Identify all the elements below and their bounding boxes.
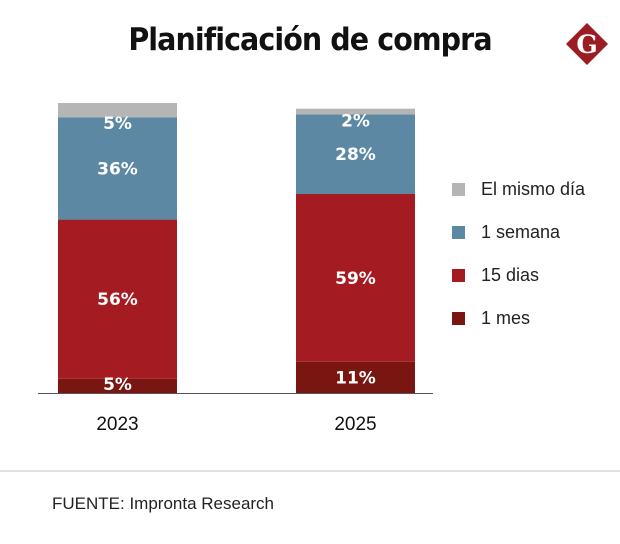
legend-swatch (452, 183, 465, 196)
x-tick-label: 2025 (334, 414, 376, 435)
bar-segment-el-mismo-día-2025 (296, 108, 415, 115)
legend-swatch (452, 226, 465, 239)
logo-letter: G (576, 30, 597, 59)
bar-segment-1-semana-2023 (58, 117, 177, 220)
legend-item: 1 mes (452, 297, 585, 340)
legend-item: 15 dias (452, 254, 585, 297)
bar-segment-1-mes-2025 (296, 361, 415, 393)
legend-label: 1 mes (481, 308, 531, 328)
bar-segment-1-mes-2023 (58, 378, 177, 393)
data-label: 5% (103, 375, 132, 395)
data-label: 2% (341, 111, 370, 131)
bar-segment-15-dias-2025 (296, 193, 415, 362)
bar-segment-15-dias-2023 (58, 219, 177, 379)
legend-label: 15 dias (481, 265, 540, 285)
legend: El mismo día 1 semana 15 dias 1 mes (452, 168, 585, 340)
chart-title: Planificación de compra (128, 22, 492, 58)
data-label: 5% (103, 114, 132, 134)
data-label: 36% (97, 159, 138, 179)
logo-icon: G (566, 23, 608, 65)
data-label: 59% (335, 269, 376, 289)
data-label: 11% (335, 368, 376, 388)
legend-swatch (452, 269, 465, 282)
legend-swatch (452, 312, 465, 325)
legend-item: El mismo día (452, 168, 585, 211)
bar-segment-el-mismo-día-2023 (58, 103, 177, 118)
x-tick-label: 2023 (96, 414, 138, 435)
logo-diamond (566, 23, 608, 65)
bar-segment-1-semana-2025 (296, 114, 415, 194)
legend-label: 1 semana (481, 222, 561, 242)
legend-item: 1 semana (452, 211, 585, 254)
source-note: FUENTE: Impronta Research (52, 494, 275, 513)
data-label: 28% (335, 145, 376, 165)
data-label: 56% (97, 290, 138, 310)
divider (0, 470, 620, 472)
stacked-bar-chart: 2023 2025 5% 56% 36% 5% 11% 59% 28% 2% (38, 103, 433, 435)
legend-label: El mismo día (481, 179, 586, 199)
